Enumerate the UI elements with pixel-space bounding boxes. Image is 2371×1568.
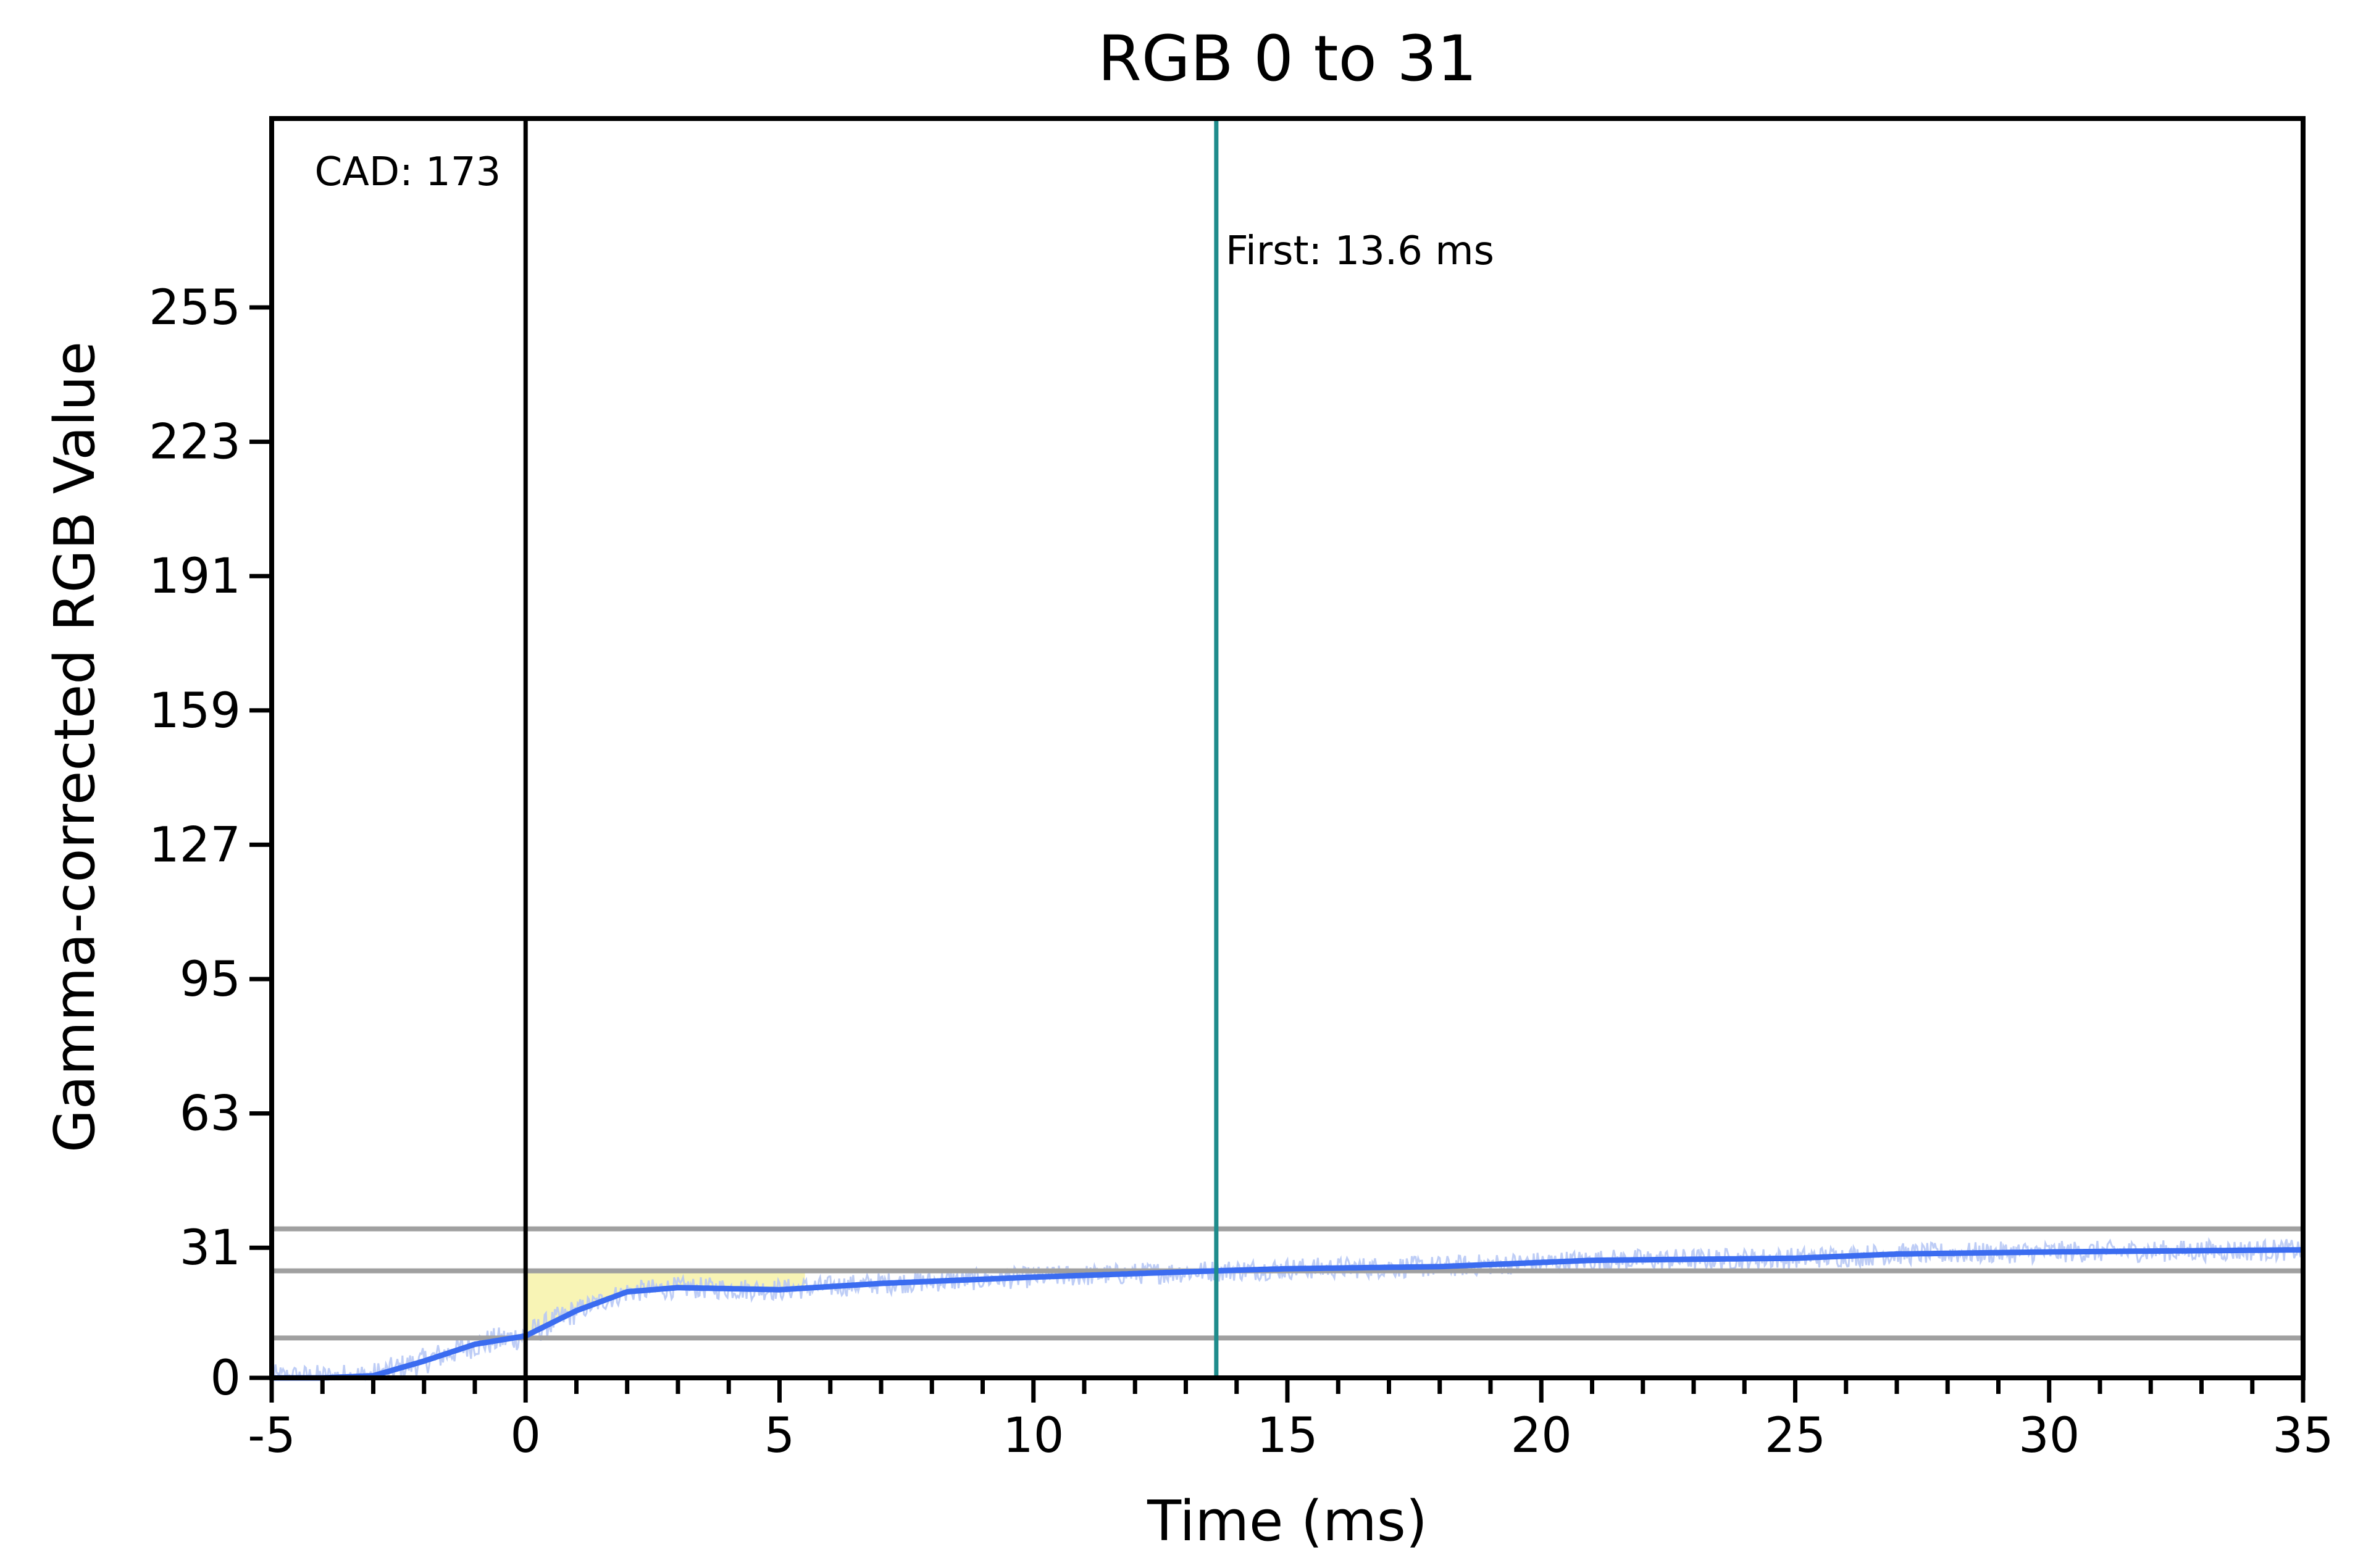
x-tick-label: 25 [1765,1408,1826,1464]
y-axis-label: Gamma-corrected RGB Value [43,341,107,1153]
y-tick-label: 127 [149,817,241,873]
cad-annotation: CAD: 173 [314,149,501,195]
x-tick-label: 35 [2272,1408,2333,1464]
y-tick-label: 95 [180,952,241,1007]
y-tick-label: 0 [210,1351,241,1406]
chart-title: RGB 0 to 31 [1098,22,1477,96]
y-tick-label: 223 [149,415,241,470]
x-axis-label: Time (ms) [1147,1489,1428,1554]
plot-frame [269,116,2306,1380]
y-tick-label: 255 [149,280,241,336]
y-tick-label: 159 [149,683,241,739]
y-tick-label: 191 [149,549,241,604]
x-tick-label: 10 [1003,1408,1064,1464]
y-tick-label: 31 [180,1220,241,1276]
x-tick-label: -5 [248,1408,296,1464]
x-tick-label: 0 [510,1408,541,1464]
smoothed-series-line [271,1247,2304,1381]
x-tick-label: 20 [1511,1408,1572,1464]
transition-fill-region [525,1270,805,1336]
x-tick-label: 15 [1257,1408,1318,1464]
first-annotation: First: 13.6 ms [1226,228,1494,274]
x-tick-label: 5 [764,1408,795,1464]
y-tick-label: 63 [180,1086,241,1142]
x-tick-label: 30 [2018,1408,2080,1464]
